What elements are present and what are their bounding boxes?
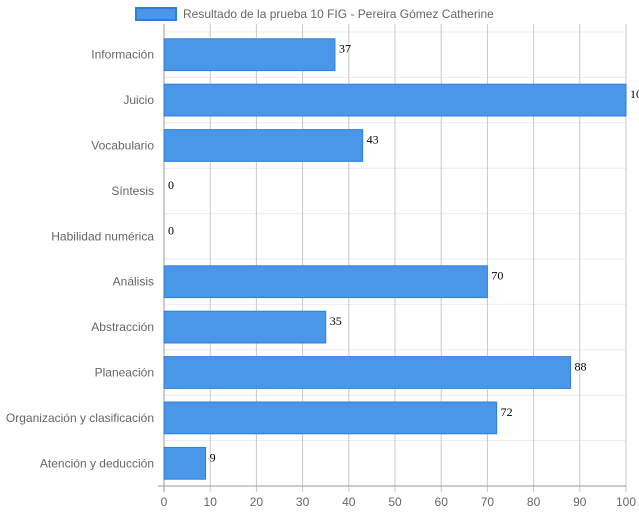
value-label: 72 bbox=[501, 405, 513, 419]
x-tick-label: 90 bbox=[573, 495, 587, 509]
bar[interactable] bbox=[163, 310, 327, 344]
legend-swatch[interactable] bbox=[135, 7, 177, 21]
x-tick-label: 0 bbox=[161, 495, 168, 509]
category-label: Juicio bbox=[123, 93, 154, 107]
x-tick-label: 40 bbox=[342, 495, 356, 509]
x-tick-label: 30 bbox=[296, 495, 310, 509]
x-tick-label: 70 bbox=[481, 495, 495, 509]
legend-label[interactable]: Resultado de la prueba 10 FIG - Pereira … bbox=[183, 7, 494, 21]
value-label: 70 bbox=[491, 269, 503, 283]
legend[interactable]: Resultado de la prueba 10 FIG - Pereira … bbox=[135, 7, 494, 21]
bars bbox=[163, 38, 627, 480]
category-label: Síntesis bbox=[111, 184, 154, 198]
bar[interactable] bbox=[163, 446, 207, 480]
bar[interactable] bbox=[163, 83, 627, 117]
value-label: 0 bbox=[168, 223, 174, 237]
bar[interactable] bbox=[163, 401, 498, 435]
value-label: 9 bbox=[210, 450, 216, 464]
value-label: 0 bbox=[168, 178, 174, 192]
bar[interactable] bbox=[163, 265, 488, 299]
value-label: 37 bbox=[339, 42, 351, 56]
x-tick-label: 20 bbox=[250, 495, 264, 509]
category-label: Vocabulario bbox=[91, 139, 154, 153]
value-label: 100 bbox=[630, 87, 639, 101]
category-label: Habilidad numérica bbox=[51, 229, 154, 243]
category-label: Organización y clasificación bbox=[6, 411, 154, 425]
category-label: Análisis bbox=[113, 275, 154, 289]
x-tick-label: 10 bbox=[204, 495, 218, 509]
x-tick-label: 60 bbox=[435, 495, 449, 509]
value-label: 43 bbox=[367, 133, 379, 147]
category-label: Abstracción bbox=[91, 320, 154, 334]
x-tick-label: 50 bbox=[388, 495, 402, 509]
value-label: 88 bbox=[575, 360, 587, 374]
x-tick-label: 80 bbox=[527, 495, 541, 509]
category-label: Planeación bbox=[95, 366, 154, 380]
x-tick-label: 100 bbox=[616, 495, 636, 509]
value-label: 35 bbox=[330, 314, 342, 328]
bar[interactable] bbox=[163, 356, 572, 389]
bar[interactable] bbox=[163, 38, 336, 72]
category-label: Información bbox=[91, 48, 154, 62]
category-label: Atención y deducción bbox=[40, 456, 154, 470]
bar[interactable] bbox=[163, 129, 364, 162]
